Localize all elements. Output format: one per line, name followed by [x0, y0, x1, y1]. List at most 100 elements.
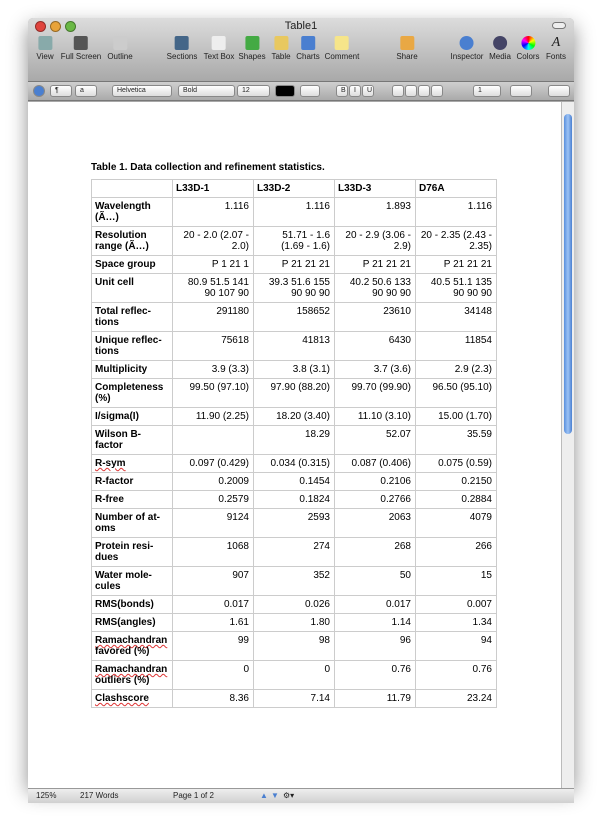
- toolbar-media-button[interactable]: Media: [489, 36, 511, 61]
- table-cell[interactable]: 11.79: [334, 689, 416, 708]
- close-button[interactable]: [35, 21, 46, 32]
- align-center-button[interactable]: [405, 85, 417, 97]
- table-cell[interactable]: 40.5 51.1 135 90 90 90: [415, 273, 497, 303]
- highlight-color-well[interactable]: [300, 85, 320, 97]
- italic-button[interactable]: I: [349, 85, 361, 97]
- table-cell[interactable]: 15: [415, 566, 497, 596]
- row-label[interactable]: Number of at-oms: [91, 508, 173, 538]
- table-cell[interactable]: 11.10 (3.10): [334, 407, 416, 426]
- table-cell[interactable]: P 1 21 1: [172, 255, 254, 274]
- table-cell[interactable]: 96: [334, 631, 416, 661]
- table-cell[interactable]: 2.9 (2.3): [415, 360, 497, 379]
- table-cell[interactable]: 0.1824: [253, 490, 335, 509]
- table-cell[interactable]: 1.116: [172, 197, 254, 227]
- row-label[interactable]: Water mole-cules: [91, 566, 173, 596]
- toolbar-table-button[interactable]: Table: [271, 36, 291, 61]
- toolbar-sections-button[interactable]: Sections: [167, 36, 197, 61]
- row-label[interactable]: Wavelength (Ã…): [91, 197, 173, 227]
- table-cell[interactable]: 99.70 (99.90): [334, 378, 416, 408]
- table-cell[interactable]: 158652: [253, 302, 335, 332]
- font-size-select[interactable]: 12: [237, 85, 270, 97]
- table-cell[interactable]: 0.017: [334, 595, 416, 614]
- table-cell[interactable]: 50: [334, 566, 416, 596]
- toolbar-comment-button[interactable]: Comment: [325, 36, 359, 61]
- table-cell[interactable]: 0.2766: [334, 490, 416, 509]
- table-cell[interactable]: 274: [253, 537, 335, 567]
- table-cell[interactable]: 0.017: [172, 595, 254, 614]
- row-label[interactable]: RMS(bonds): [91, 595, 173, 614]
- table-cell[interactable]: 75618: [172, 331, 254, 361]
- row-label[interactable]: Unique reflec-tions: [91, 331, 173, 361]
- table-cell[interactable]: 268: [334, 537, 416, 567]
- table-cell[interactable]: 0.76: [334, 660, 416, 690]
- table-cell[interactable]: 4079: [415, 508, 497, 538]
- table-cell[interactable]: 98: [253, 631, 335, 661]
- toolbar-text-box-button[interactable]: Text Box: [204, 36, 234, 61]
- table-cell[interactable]: 1068: [172, 537, 254, 567]
- table-cell[interactable]: 96.50 (95.10): [415, 378, 497, 408]
- table-cell[interactable]: 0.2106: [334, 472, 416, 491]
- zoom-button[interactable]: [65, 21, 76, 32]
- table-cell[interactable]: 40.2 50.6 133 90 90 90: [334, 273, 416, 303]
- table-cell[interactable]: 99.50 (97.10): [172, 378, 254, 408]
- table-cell[interactable]: 23.24: [415, 689, 497, 708]
- column-header[interactable]: D76A: [415, 179, 497, 198]
- table-cell[interactable]: 2593: [253, 508, 335, 538]
- toolbar-charts-button[interactable]: Charts: [296, 36, 320, 61]
- table-cell[interactable]: 52.07: [334, 425, 416, 455]
- row-label[interactable]: R-sym: [91, 454, 173, 473]
- table-cell[interactable]: 99: [172, 631, 254, 661]
- table-cell[interactable]: 0.2150: [415, 472, 497, 491]
- row-label[interactable]: Unit cell: [91, 273, 173, 303]
- table-cell[interactable]: 0.007: [415, 595, 497, 614]
- toolbar-toggle-button[interactable]: [552, 22, 566, 29]
- table-cell[interactable]: 7.14: [253, 689, 335, 708]
- toolbar-full-screen-button[interactable]: Full Screen: [61, 36, 101, 61]
- table-cell[interactable]: 51.71 - 1.6 (1.69 - 1.6): [253, 226, 335, 256]
- table-cell[interactable]: P 21 21 21: [253, 255, 335, 274]
- underline-button[interactable]: U: [362, 85, 374, 97]
- previous-page-icon[interactable]: ▲: [260, 791, 268, 800]
- table-cell[interactable]: 94: [415, 631, 497, 661]
- table-cell[interactable]: 0.2009: [172, 472, 254, 491]
- table-cell[interactable]: 9124: [172, 508, 254, 538]
- table-cell[interactable]: 0.087 (0.406): [334, 454, 416, 473]
- row-label[interactable]: I/sigma(I): [91, 407, 173, 426]
- table-cell[interactable]: 8.36: [172, 689, 254, 708]
- row-label[interactable]: Clashscore: [91, 689, 173, 708]
- character-style-select[interactable]: a: [75, 85, 97, 97]
- toolbar-fonts-button[interactable]: A Fonts: [546, 36, 566, 62]
- row-label[interactable]: Resolution range (Ã…): [91, 226, 173, 256]
- column-header[interactable]: L33D-3: [334, 179, 416, 198]
- row-label[interactable]: Total reflec-tions: [91, 302, 173, 332]
- table-cell[interactable]: 97.90 (88.20): [253, 378, 335, 408]
- row-label[interactable]: Ramachandran outliers (%): [91, 660, 173, 690]
- table-cell[interactable]: 2063: [334, 508, 416, 538]
- table-cell[interactable]: 1.14: [334, 613, 416, 632]
- table-cell[interactable]: 35.59: [415, 425, 497, 455]
- table-cell[interactable]: 20 - 2.35 (2.43 - 2.35): [415, 226, 497, 256]
- table-cell[interactable]: [172, 425, 254, 455]
- list-style-select[interactable]: [548, 85, 570, 97]
- text-color-well[interactable]: [275, 85, 295, 97]
- row-label[interactable]: RMS(angles): [91, 613, 173, 632]
- table-cell[interactable]: 0.026: [253, 595, 335, 614]
- table-cell[interactable]: 80.9 51.5 141 90 107 90: [172, 273, 254, 303]
- table-cell[interactable]: 0.1454: [253, 472, 335, 491]
- table-cell[interactable]: 11.90 (2.25): [172, 407, 254, 426]
- minimize-button[interactable]: [50, 21, 61, 32]
- vertical-scrollbar[interactable]: [561, 102, 574, 788]
- table-cell[interactable]: 266: [415, 537, 497, 567]
- table-cell[interactable]: 18.20 (3.40): [253, 407, 335, 426]
- table-cell[interactable]: 41813: [253, 331, 335, 361]
- scrollbar-thumb[interactable]: [564, 114, 572, 434]
- table-cell[interactable]: 20 - 2.0 (2.07 - 2.0): [172, 226, 254, 256]
- table-cell[interactable]: P 21 21 21: [334, 255, 416, 274]
- font-style-select[interactable]: Bold: [178, 85, 235, 97]
- align-right-button[interactable]: [418, 85, 430, 97]
- row-label[interactable]: Space group: [91, 255, 173, 274]
- table-cell[interactable]: 34148: [415, 302, 497, 332]
- table-cell[interactable]: 0.2884: [415, 490, 497, 509]
- row-label[interactable]: Wilson B-factor: [91, 425, 173, 455]
- zoom-level-select[interactable]: 125%: [36, 791, 57, 800]
